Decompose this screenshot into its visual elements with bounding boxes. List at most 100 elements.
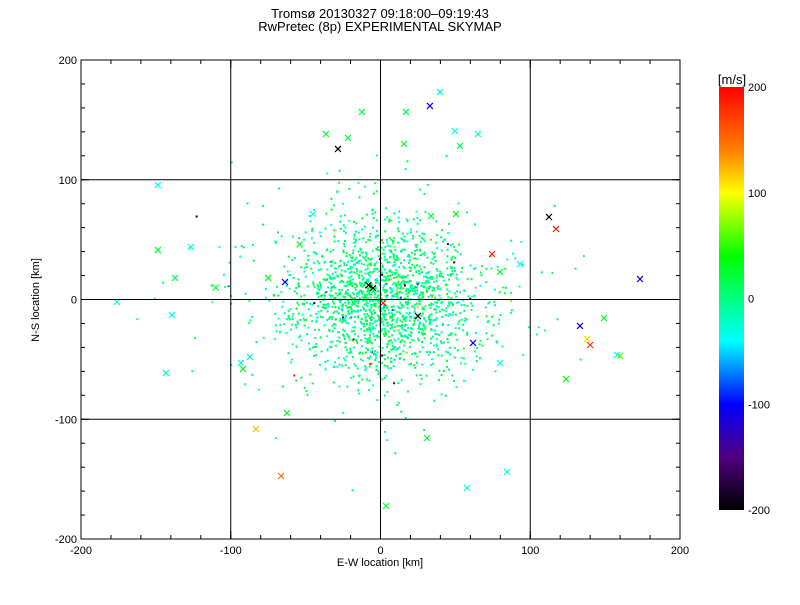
cloud-point — [399, 352, 402, 355]
cloud-point — [338, 319, 341, 322]
cloud-point — [454, 249, 457, 252]
cloud-point — [357, 302, 360, 305]
cloud-point — [358, 238, 361, 241]
cloud-point — [386, 244, 389, 247]
cloud-point — [305, 301, 308, 304]
cloud-point — [391, 334, 394, 337]
cloud-point — [327, 305, 330, 308]
cloud-point — [417, 331, 420, 334]
cloud-point — [388, 236, 391, 239]
cloud-point — [422, 238, 425, 241]
cloud-point — [338, 363, 341, 366]
cloud-point — [445, 350, 448, 353]
cloud-point — [301, 313, 304, 316]
cloud-point — [474, 350, 477, 353]
cloud-point — [368, 322, 371, 325]
cloud-point — [445, 284, 448, 287]
cloud-point — [375, 364, 378, 367]
cloud-point — [391, 313, 394, 316]
cloud-point — [306, 333, 309, 336]
cloud-point — [412, 324, 415, 327]
cloud-point — [289, 274, 292, 277]
cloud-point — [421, 282, 424, 285]
cloud-point — [395, 354, 398, 357]
cloud-point — [365, 347, 368, 350]
cloud-point — [383, 255, 386, 258]
cloud-point — [426, 290, 429, 293]
cloud-point — [431, 289, 434, 292]
cloud-point — [375, 235, 378, 238]
cloud-point — [365, 299, 368, 302]
cloud-point — [313, 286, 316, 289]
cloud-point — [315, 320, 318, 323]
cloud-point — [403, 316, 406, 319]
cloud-point — [374, 286, 377, 289]
cloud-point — [409, 341, 412, 344]
cloud-point — [345, 291, 348, 294]
cloud-point — [353, 332, 356, 335]
cloud-point — [328, 281, 331, 284]
cloud-point — [434, 332, 437, 335]
scatter-point-marker — [427, 212, 435, 220]
cloud-point — [373, 335, 376, 338]
cloud-point — [408, 266, 411, 269]
cloud-point — [386, 261, 389, 264]
cloud-point — [279, 323, 282, 326]
cloud-point — [364, 351, 367, 354]
cloud-point — [371, 271, 374, 274]
cloud-point — [331, 340, 334, 343]
cloud-point — [363, 329, 366, 332]
cloud-point — [359, 320, 362, 323]
cloud-point — [400, 306, 403, 309]
cloud-point — [343, 284, 346, 287]
cloud-point — [391, 289, 394, 292]
cloud-point — [370, 351, 373, 354]
marker-stroke — [212, 284, 220, 291]
cloud-point — [341, 307, 344, 310]
cloud-point — [297, 282, 300, 285]
cloud-point — [484, 306, 487, 309]
cloud-point — [408, 280, 411, 283]
cloud-point — [370, 362, 373, 365]
cloud-point — [355, 300, 358, 303]
cloud-point — [363, 293, 366, 296]
cloud-point — [371, 291, 374, 294]
scatter-point-marker — [586, 341, 594, 349]
cloud-point — [316, 283, 319, 286]
cloud-point — [394, 272, 397, 275]
cloud-point — [357, 316, 360, 319]
cloud-point — [353, 234, 356, 237]
x-tick-label: 100 — [521, 545, 539, 557]
scatter-point-marker — [452, 210, 460, 218]
cloud-point — [393, 264, 396, 267]
cloud-point — [381, 241, 384, 244]
cloud-point — [396, 324, 399, 327]
cloud-point — [447, 305, 450, 308]
cloud-point — [474, 331, 477, 334]
cloud-point — [324, 292, 327, 295]
cloud-point — [448, 368, 451, 371]
cloud-point — [343, 239, 346, 242]
cloud-point — [373, 296, 376, 299]
cloud-point — [331, 300, 334, 303]
cloud-point — [321, 293, 324, 296]
cloud-point — [274, 240, 277, 243]
cloud-point — [347, 335, 350, 338]
cloud-point — [414, 366, 417, 369]
cloud-point — [439, 288, 442, 291]
scatter-point-marker — [187, 243, 195, 251]
cloud-point — [453, 266, 456, 269]
cloud-point — [424, 282, 427, 285]
colorbar-tick-label: -100 — [748, 399, 770, 411]
cloud-point — [414, 352, 417, 355]
cloud-point — [438, 273, 441, 276]
cloud-point — [496, 265, 499, 268]
cloud-point — [386, 345, 389, 348]
cloud-point — [317, 328, 320, 331]
cloud-point — [332, 284, 335, 287]
cloud-point — [307, 259, 310, 262]
cloud-point — [397, 291, 400, 294]
cloud-point — [416, 249, 419, 252]
cloud-point — [360, 251, 363, 254]
cloud-point — [419, 327, 422, 330]
